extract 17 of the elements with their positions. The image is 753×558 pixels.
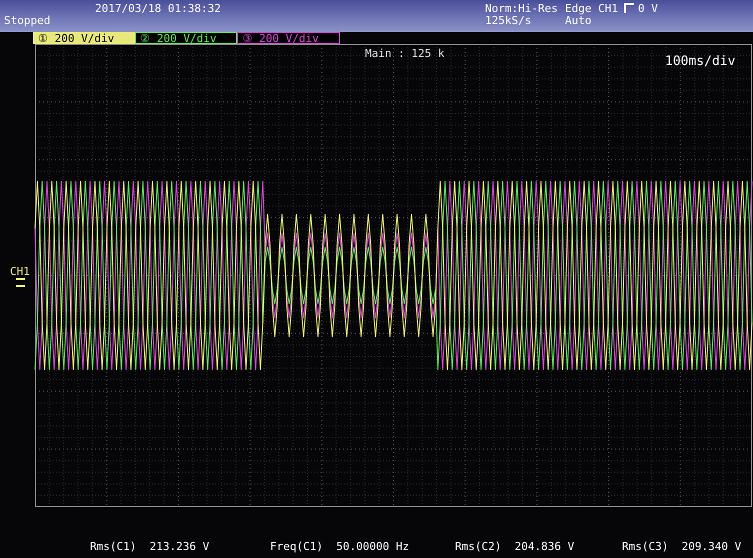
- text: 100ms/div: [665, 54, 736, 69]
- text: Rms(C1) 213.236 V: [90, 540, 210, 553]
- text: Main : 125 k: [365, 47, 444, 60]
- text: 125kS/s: [485, 14, 532, 27]
- text: Edge CH1: [565, 2, 618, 15]
- text: Freq(C1) 50.00000 Hz: [270, 540, 410, 553]
- text: Stopped: [4, 14, 50, 27]
- text: Auto: [565, 14, 592, 27]
- text: ① 200 V/div: [33, 32, 136, 45]
- text: ③ 200 V/div: [237, 32, 340, 45]
- text: Rms(C2) 204.836 V: [455, 540, 574, 553]
- text: ② 200 V/div: [135, 32, 238, 45]
- text: Norm:Hi-Res: [485, 2, 558, 15]
- text: Rms(C3) 209.340 V: [622, 540, 742, 553]
- text: 2017/03/18 01:38:32: [95, 2, 221, 15]
- text: CH1: [10, 265, 30, 278]
- text: 0 V: [638, 2, 658, 15]
